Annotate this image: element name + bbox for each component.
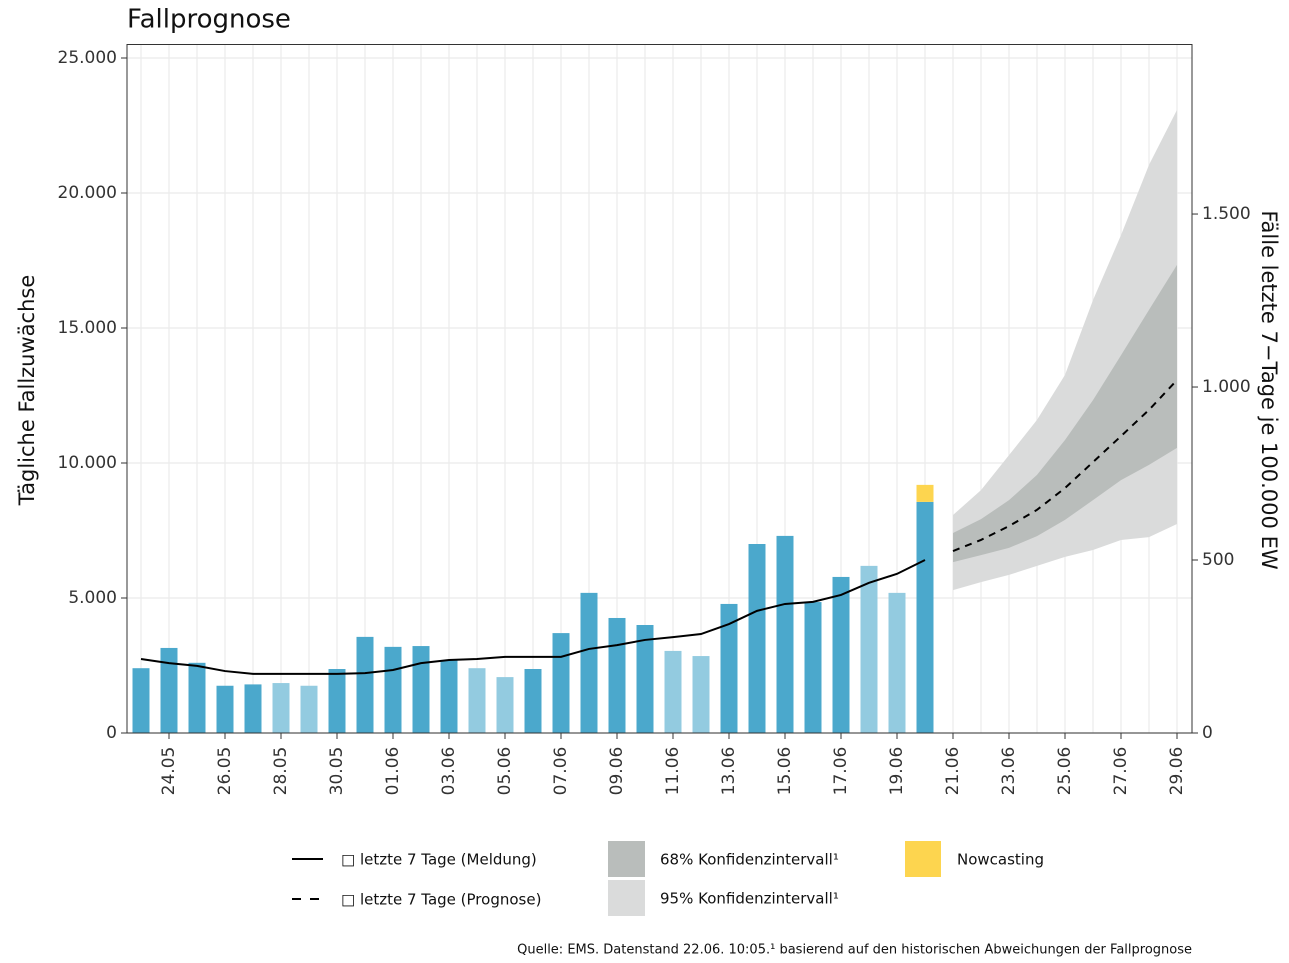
bar [244, 684, 262, 733]
x-tick-label: 03.06 [439, 747, 459, 796]
y-tick-label: 15.000 [58, 318, 117, 338]
x-tick-label: 26.05 [215, 747, 235, 796]
bar [524, 669, 542, 733]
y2-tick-label: 1.000 [1202, 377, 1251, 397]
bar [608, 617, 626, 733]
bar [216, 685, 234, 733]
bar [188, 662, 206, 733]
y2-tick-label: 0 [1202, 723, 1213, 743]
bar [384, 646, 402, 733]
bar [468, 668, 486, 733]
chart-title: Fallprognose [127, 5, 291, 35]
y-tick-label: 5.000 [68, 588, 117, 608]
legend-label: □ letzte 7 Tage (Meldung) [341, 851, 537, 869]
x-tick-label: 24.05 [159, 747, 179, 796]
legend-swatch [608, 880, 645, 916]
x-tick-label: 27.06 [1111, 747, 1131, 796]
y-tick-label: 10.000 [58, 453, 117, 473]
source-note: Quelle: EMS. Datenstand 22.06. 10:05.¹ b… [517, 943, 1192, 958]
nowcast-bar [916, 484, 934, 502]
bar [692, 656, 710, 733]
bar [412, 646, 430, 733]
x-tick-label: 19.06 [887, 747, 907, 796]
bar [356, 636, 374, 733]
bar [552, 633, 570, 733]
legend-label: □ letzte 7 Tage (Prognose) [341, 891, 541, 909]
y2-axis-title: Fälle letzte 7−Tage je 100.000 EW [1257, 210, 1281, 569]
bar [664, 650, 682, 733]
y2-tick-label: 1.500 [1202, 204, 1251, 224]
legend-label: 68% Konfidenzintervall¹ [660, 851, 839, 869]
x-tick-label: 11.06 [663, 747, 683, 796]
bar [328, 669, 346, 733]
bar [832, 576, 850, 733]
line [952, 379, 1178, 552]
x-tick-label: 30.05 [327, 747, 347, 796]
legend-swatch [905, 841, 941, 877]
x-tick-label: 07.06 [551, 747, 571, 796]
bar [440, 660, 458, 733]
legend-label: 95% Konfidenzintervall¹ [660, 890, 839, 908]
bar [636, 625, 654, 733]
bar [272, 683, 290, 733]
bar [748, 544, 766, 733]
x-tick-label: 21.06 [943, 747, 963, 796]
x-tick-label: 29.06 [1167, 747, 1187, 796]
x-tick-label: 25.06 [1055, 747, 1075, 796]
bar [804, 602, 822, 733]
plot-frame [126, 44, 1193, 734]
x-tick-label: 13.06 [719, 747, 739, 796]
x-tick-label: 28.05 [271, 747, 291, 796]
y-tick-label: 20.000 [58, 183, 117, 203]
bar [160, 647, 178, 733]
legend-swatch [608, 841, 645, 877]
x-tick-label: 01.06 [383, 747, 403, 796]
bar [720, 603, 738, 733]
y-tick-label: 25.000 [58, 48, 117, 68]
bar [300, 685, 318, 733]
legend-label: Nowcasting [957, 851, 1044, 869]
y2-tick-label: 500 [1202, 550, 1234, 570]
x-tick-label: 05.06 [495, 747, 515, 796]
x-tick-label: 17.06 [831, 747, 851, 796]
confidence-band [953, 264, 1177, 563]
bar [776, 535, 794, 733]
bar [888, 592, 906, 733]
x-tick-label: 15.06 [775, 747, 795, 796]
y-axis-title: Tägliche Fallzuwächse [15, 275, 39, 506]
line [140, 559, 926, 675]
y-tick-label: 0 [106, 723, 117, 743]
x-tick-label: 23.06 [999, 747, 1019, 796]
bar [132, 668, 150, 733]
bar [860, 565, 878, 733]
bar [580, 592, 598, 733]
bar [496, 677, 514, 733]
bar [916, 501, 934, 733]
x-tick-label: 09.06 [607, 747, 627, 796]
